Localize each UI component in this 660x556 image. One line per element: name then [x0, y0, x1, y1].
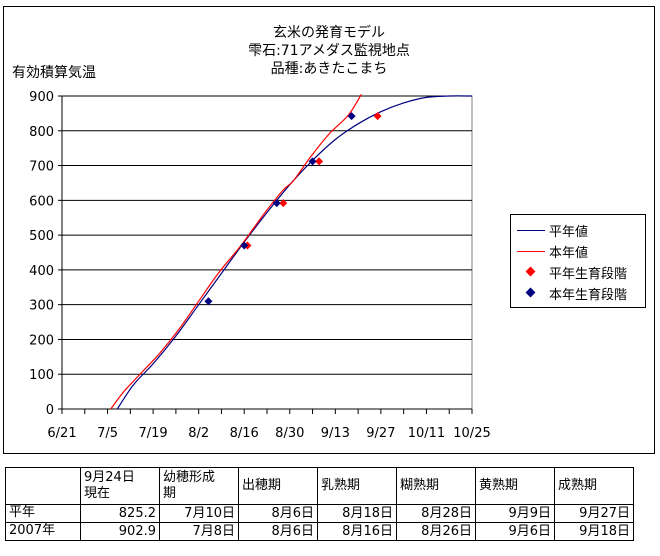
legend-label-3: 本年生育段階 [549, 287, 628, 303]
y-axis-label: 有効積算気温 [12, 65, 96, 81]
series-2-marker-1 [279, 199, 288, 208]
series-3-marker-1 [240, 241, 249, 250]
table-header-cell [5, 467, 81, 505]
legend-item-0: 平年値 [517, 221, 589, 240]
legend-diamond-2 [525, 266, 536, 277]
table-cell: 2007年 [5, 522, 81, 541]
y-tick-label-0: 0 [46, 403, 54, 418]
legend: 平年値 本年値 平年生育段階 本年生育段階 [510, 214, 646, 308]
series-2-marker-3 [373, 112, 382, 121]
table-cell: 9月6日 [475, 522, 555, 541]
x-tick-label-2: 7/19 [139, 426, 168, 441]
y-tick-label-8: 800 [29, 125, 54, 140]
x-tick-label-9: 10/25 [453, 426, 490, 441]
legend-line-0 [517, 230, 545, 231]
legend-line-1 [517, 251, 545, 252]
legend-label-2: 平年生育段階 [549, 266, 628, 282]
legend-item-3: 本年生育段階 [517, 284, 628, 303]
table-header-cell: 9月24日 現在 [80, 467, 160, 505]
table-cell: 825.2 [80, 504, 160, 523]
series-2-marker-2 [315, 157, 324, 166]
y-tick-label-1: 100 [29, 368, 54, 383]
series-3-marker-4 [347, 112, 356, 121]
table-cell: 平年 [5, 504, 81, 523]
chart-title-line-2: 品種:あきたこまち [271, 61, 388, 77]
table-header-cell: 黄熟期 [475, 467, 555, 505]
table-cell: 8月6日 [238, 504, 318, 523]
table-cell: 7月8日 [159, 522, 239, 541]
y-tick-label-7: 700 [29, 160, 54, 175]
table-header-cell: 幼穂形成期 [159, 467, 239, 505]
table-header-cell: 乳熟期 [317, 467, 397, 505]
table-header-cell: 成熟期 [554, 467, 634, 505]
table-cell: 8月16日 [317, 522, 397, 541]
plot-area [61, 95, 473, 410]
legend-item-2: 平年生育段階 [517, 263, 628, 282]
chart-title-line-0: 玄米の発育モデル [273, 24, 385, 41]
x-tick-label-4: 8/16 [230, 426, 259, 441]
x-tick-label-8: 10/11 [408, 426, 445, 441]
x-tick-label-1: 7/5 [97, 426, 118, 441]
table-cell: 9月9日 [475, 504, 555, 523]
series-3-marker-3 [308, 157, 317, 166]
y-tick-label-3: 300 [29, 299, 54, 314]
table-row: 2007年 902.9 7月8日 8月6日 8月16日 8月26日 9月6日 9月18日 [5, 522, 634, 541]
table-cell: 8月6日 [238, 522, 318, 541]
chart-area: 玄米の発育モデル 雫石:71アメダス監視地点 品種:あきたこまち 有効積算気温 0 100… [3, 6, 655, 454]
y-tick-label-2: 200 [29, 333, 54, 348]
table-cell: 8月26日 [396, 522, 476, 541]
table-row: 平年 825.2 7月10日 8月6日 8月18日 8月28日 9月9日 9月27日 [5, 504, 634, 523]
series-3-marker-0 [204, 297, 213, 306]
y-tick-label-9: 900 [29, 90, 54, 105]
series-3-marker-2 [272, 199, 281, 208]
chart-title-line-1: 雫石:71アメダス監視地点 [248, 42, 410, 59]
x-tick-label-7: 9/27 [366, 426, 395, 441]
legend-diamond-3 [525, 287, 536, 298]
x-tick-label-6: 9/13 [321, 426, 350, 441]
legend-item-1: 本年値 [517, 242, 589, 261]
table-cell: 8月28日 [396, 504, 476, 523]
table-cell: 9月27日 [554, 504, 634, 523]
stage-table: 9月24日 現在 幼穂形成期出穂期 乳熟期 糊熟期 黄熟期 成熟期 平年 825.2 7月10日 8… [5, 467, 634, 541]
x-tick-label-5: 8/30 [275, 426, 304, 441]
table-cell: 8月18日 [317, 504, 397, 523]
legend-label-1: 本年値 [549, 245, 589, 261]
x-tick-label-0: 6/21 [47, 426, 76, 441]
table-cell: 9月18日 [554, 522, 634, 541]
table-cell: 7月10日 [159, 504, 239, 523]
table-header-row: 9月24日 現在 幼穂形成期出穂期 乳熟期 糊熟期 黄熟期 成熟期 [5, 467, 634, 505]
table-cell: 902.9 [80, 522, 160, 541]
legend-label-0: 平年値 [549, 224, 589, 240]
y-tick-label-6: 600 [29, 194, 54, 209]
table-header-cell: 糊熟期 [396, 467, 476, 505]
y-tick-label-5: 500 [29, 229, 54, 244]
x-tick-label-3: 8/2 [188, 426, 209, 441]
table-header-cell: 出穂期 [238, 467, 318, 505]
y-tick-label-4: 400 [29, 264, 54, 279]
